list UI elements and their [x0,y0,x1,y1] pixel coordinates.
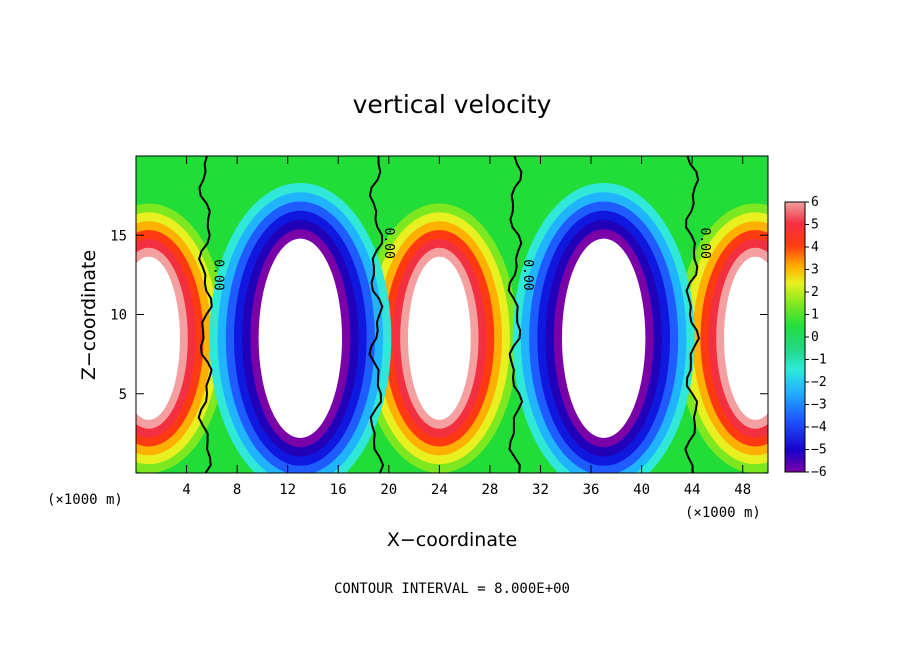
y-tick-label: 10 [110,308,127,324]
x-tick-label: 24 [431,482,448,498]
colorbar-ticks: 6 5 4 3 2 1 0 −1 −2 −3 −4 −5 −6 [805,195,827,480]
updraft-band [136,256,180,420]
contour-label: 0.00 [210,259,225,290]
chart-title: vertical velocity [353,90,552,119]
x-tick-label: 40 [633,482,650,498]
colorbar-tick-label: 6 [811,195,819,210]
x-axis: 4 8 12 16 20 24 28 32 36 40 44 48 [182,156,751,498]
x-tick-label: 12 [279,482,296,498]
updraft-band [724,256,768,420]
zero-contour-line [684,156,700,473]
colorbar-tick-label: 0 [811,330,819,345]
colorbar-tick-label: 5 [811,218,819,233]
updraft-band [408,256,471,420]
colorbar-tick-label: −5 [811,443,827,458]
colorbar: 6 5 4 3 2 1 0 −1 −2 −3 −4 −5 −6 [784,195,827,480]
contour-interval-note: CONTOUR INTERVAL = 8.000E+00 [334,581,570,597]
x-tick-label: 44 [684,482,701,498]
x-tick-label: 36 [583,482,600,498]
x-tick-label: 4 [182,482,190,498]
colorbar-tick-label: 4 [811,240,819,255]
y-axis-label: Z−coordinate [78,250,100,380]
colorbar-tick-label: 2 [811,285,819,300]
colorbar-tick-label: −6 [811,465,827,480]
contour-label: 0.00 [381,228,396,259]
colorbar-tick-label: −3 [811,398,827,413]
zero-contour-line [368,156,385,473]
colorbar-tick-label: 1 [811,308,819,323]
y-tick-label: 15 [110,228,127,244]
x-axis-label: X−coordinate [387,529,517,551]
velocity-field [136,182,768,473]
x-tick-label: 20 [380,482,397,498]
downdraft-band [561,238,646,438]
colorbar-tick-label: −2 [811,375,827,390]
colorbar-tick-label: −4 [811,420,827,435]
x-unit-right: (×1000 m) [685,505,761,521]
colorbar-tick-label: −1 [811,353,827,368]
y-axis: 5 10 15 [110,228,768,403]
downdraft-band [258,238,343,438]
plot-area: 0.00 0.00 0.00 0.00 [136,156,768,473]
zero-contour-line [507,156,524,473]
colorbar-tick-label: 3 [811,263,819,278]
colorbar-scale [784,201,806,473]
y-tick-label: 5 [119,387,127,403]
x-tick-label: 8 [233,482,241,498]
zero-contours: 0.00 0.00 0.00 0.00 [197,156,712,473]
x-tick-label: 48 [734,482,751,498]
x-tick-label: 28 [481,482,498,498]
contour-label: 0.00 [697,228,712,259]
contour-label: 0.00 [520,259,535,290]
x-tick-label: 32 [532,482,549,498]
x-tick-label: 16 [330,482,347,498]
zero-contour-line [197,156,213,473]
x-unit-left: (×1000 m) [47,492,123,508]
